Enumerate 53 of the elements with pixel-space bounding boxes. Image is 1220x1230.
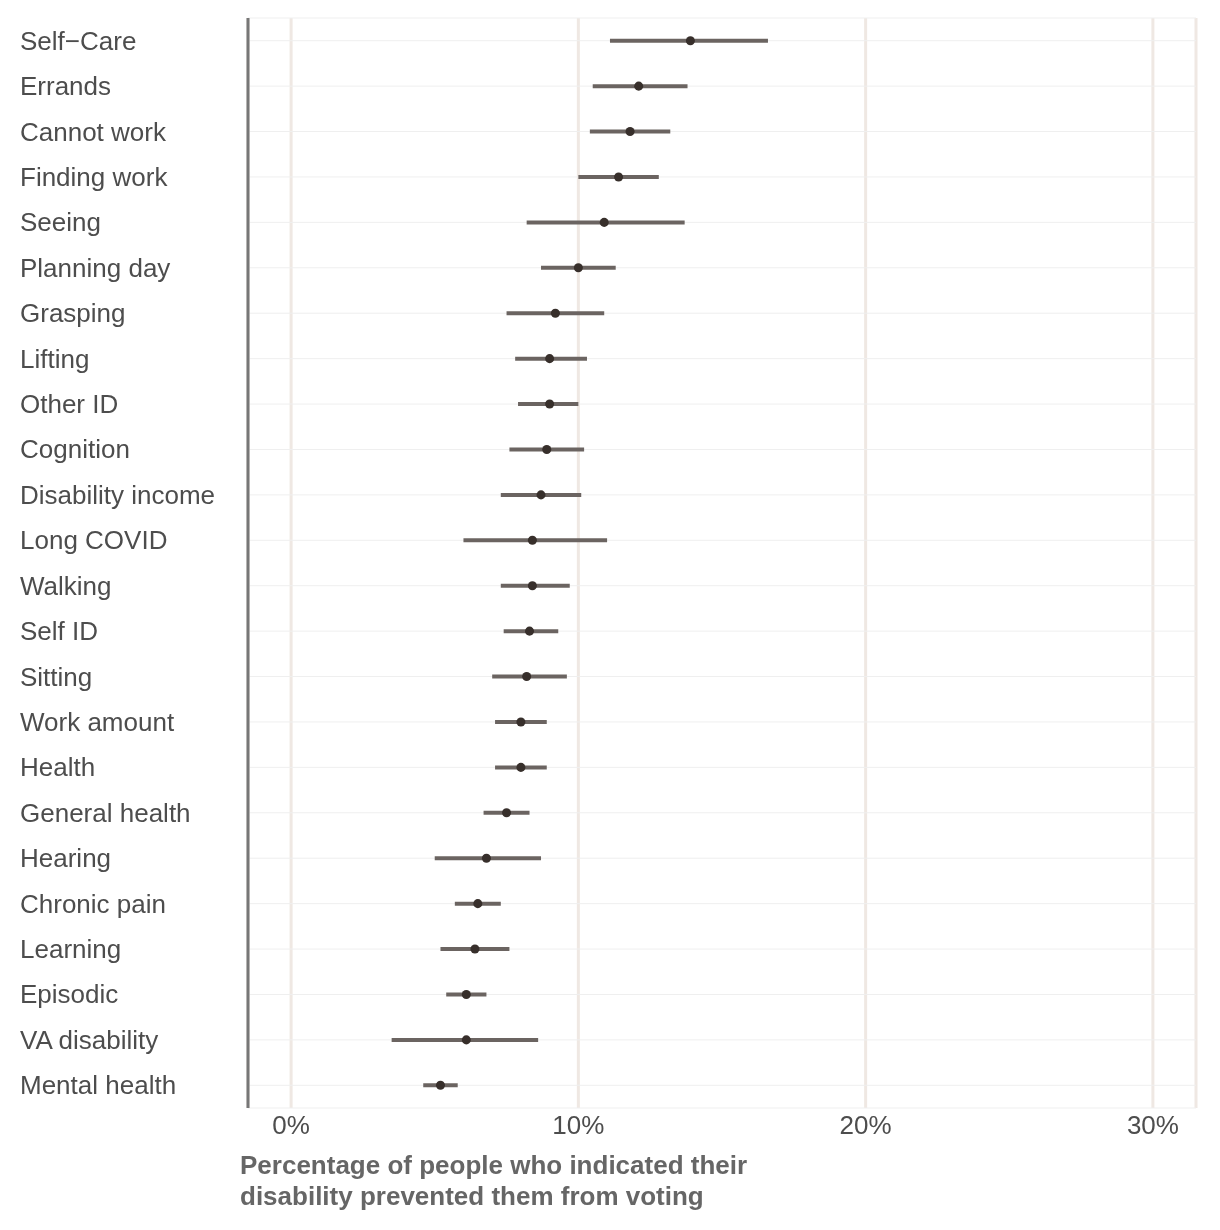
point [516,762,526,772]
y-tick-label: Cognition [20,434,130,465]
y-tick-label: Mental health [20,1070,177,1101]
y-tick-label: Lifting [20,343,90,374]
point [550,308,560,318]
point [527,581,537,591]
point [473,899,483,909]
y-tick-label: Disability income [20,479,216,510]
point [685,36,695,46]
point [634,81,644,91]
y-tick-label: Grasping [20,298,126,329]
y-tick-label: Self−Care [20,25,137,56]
point [625,127,635,137]
point [536,490,546,500]
point [516,717,526,727]
x-tick-label: 0% [272,1110,310,1141]
y-tick-label: VA disability [20,1024,159,1055]
point [461,989,471,999]
y-tick-label: Finding work [20,161,169,192]
y-tick-label: Walking [20,570,112,601]
point [542,444,552,454]
y-tick-label: Errands [20,71,112,102]
point [573,263,583,273]
point [470,944,480,954]
point [599,217,609,227]
y-tick-label: Cannot work [20,116,167,147]
y-tick-label: Episodic [20,979,119,1010]
y-tick-label: Chronic pain [20,888,166,919]
x-tick-label: 20% [839,1110,892,1141]
y-tick-label: Learning [20,934,122,965]
point [525,626,535,636]
y-tick-label: Planning day [20,252,171,283]
y-tick-label: Sitting [20,661,93,692]
y-tick-label: General health [20,797,191,828]
y-tick-label: Seeing [20,207,101,238]
point [545,399,555,409]
y-tick-label: Long COVID [20,525,168,556]
y-tick-label: Hearing [20,843,112,874]
x-tick-label: 10% [552,1110,605,1141]
point [527,535,537,545]
point [481,853,491,863]
y-tick-label: Self ID [20,616,99,647]
y-tick-label: Health [20,752,96,783]
point [435,1080,445,1090]
point [461,1035,471,1045]
point [522,672,532,682]
point [545,354,555,364]
y-tick-label: Work amount [20,706,175,737]
point [502,808,512,818]
x-axis-title: Percentage of people who indicated their disability prevented them from voting [240,1150,749,1212]
y-tick-label: Other ID [20,389,119,420]
x-tick-label: 30% [1126,1110,1179,1141]
point [614,172,624,182]
